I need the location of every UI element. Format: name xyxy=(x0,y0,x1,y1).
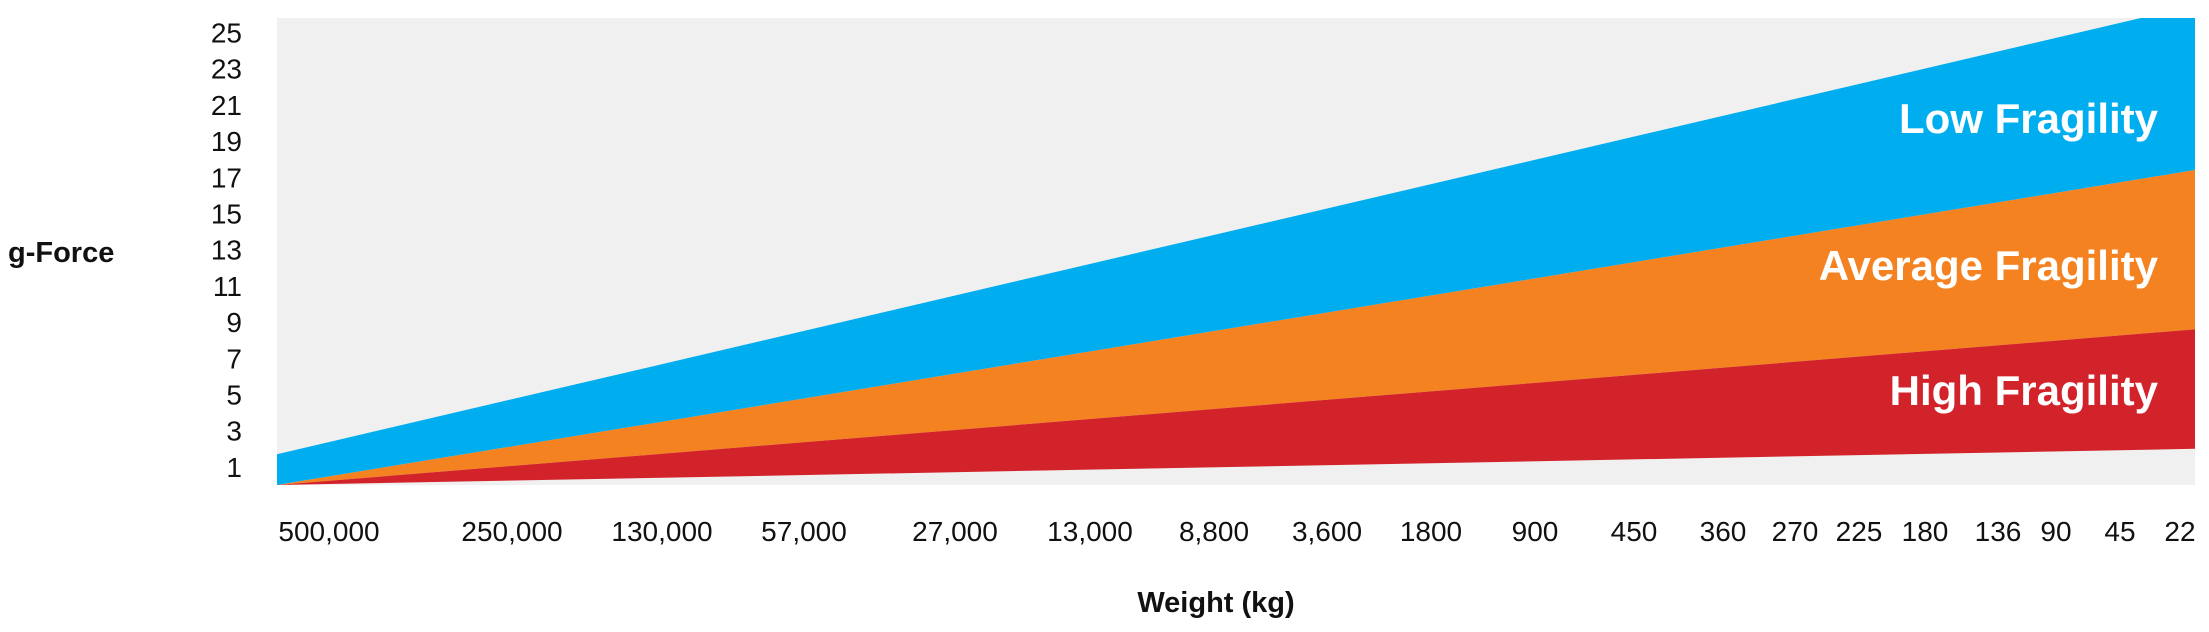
x-tick-label: 27,000 xyxy=(912,516,998,547)
y-tick-label: 9 xyxy=(226,307,242,338)
x-tick-label: 136 xyxy=(1975,516,2022,547)
band-low-fragility xyxy=(277,18,2195,485)
band-high-fragility xyxy=(277,329,2195,485)
x-tick-label: 270 xyxy=(1772,516,1819,547)
y-tick-label: 21 xyxy=(211,90,242,121)
x-axis-title: Weight (kg) xyxy=(1137,587,1294,619)
bands xyxy=(277,18,2195,485)
label-low-fragility: Low Fragility xyxy=(1899,95,2159,142)
x-tick-label: 500,000 xyxy=(278,516,379,547)
y-tick-label: 3 xyxy=(226,416,242,447)
y-tick-label: 19 xyxy=(211,126,242,157)
x-tick-label: 250,000 xyxy=(461,516,562,547)
y-tick-label: 11 xyxy=(213,271,242,302)
y-axis-title: g-Force xyxy=(8,237,114,269)
band-average-fragility xyxy=(277,170,2195,485)
x-tick-label: 22 xyxy=(2164,516,2195,547)
x-tick-label: 360 xyxy=(1700,516,1747,547)
x-tick-label: 8,800 xyxy=(1179,516,1249,547)
label-high-fragility: High Fragility xyxy=(1890,367,2159,414)
y-tick-label: 23 xyxy=(211,54,242,85)
x-tick-label: 13,000 xyxy=(1047,516,1133,547)
x-tick-label: 3,600 xyxy=(1292,516,1362,547)
x-tick-label: 900 xyxy=(1512,516,1559,547)
label-average-fragility: Average Fragility xyxy=(1819,242,2159,289)
x-tick-label: 45 xyxy=(2104,516,2135,547)
y-tick-label: 25 xyxy=(211,17,242,48)
x-tick-label: 130,000 xyxy=(611,516,712,547)
x-axis-ticks: 500,000 250,000 130,000 57,000 27,000 13,000 8… xyxy=(278,516,2195,547)
x-tick-label: 225 xyxy=(1836,516,1883,547)
y-tick-label: 13 xyxy=(211,235,242,266)
y-tick-label: 7 xyxy=(226,343,242,374)
y-tick-label: 15 xyxy=(211,198,242,229)
y-tick-label: 17 xyxy=(211,162,242,193)
x-tick-label: 450 xyxy=(1611,516,1658,547)
x-tick-label: 90 xyxy=(2040,516,2071,547)
band-labels: Low Fragility Average Fragility High Fragi… xyxy=(1819,95,2159,414)
x-tick-label: 180 xyxy=(1902,516,1949,547)
x-tick-label: 1800 xyxy=(1400,516,1462,547)
x-tick-label: 57,000 xyxy=(761,516,847,547)
y-tick-label: 5 xyxy=(226,379,242,410)
y-tick-label: 1 xyxy=(226,452,242,483)
